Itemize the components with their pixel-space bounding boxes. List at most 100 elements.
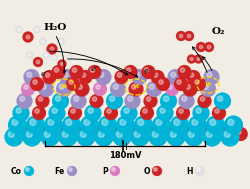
Circle shape	[187, 115, 206, 135]
Text: P: P	[102, 167, 108, 176]
Circle shape	[74, 130, 79, 134]
Text: e⁻: e⁻	[143, 67, 152, 75]
Text: O: O	[143, 167, 150, 176]
Circle shape	[148, 84, 154, 89]
Circle shape	[74, 81, 89, 97]
Circle shape	[104, 106, 118, 120]
Circle shape	[92, 97, 96, 101]
Circle shape	[200, 97, 204, 101]
Circle shape	[152, 131, 158, 137]
Circle shape	[223, 115, 242, 135]
Circle shape	[197, 127, 211, 141]
Circle shape	[42, 40, 44, 43]
Circle shape	[36, 127, 50, 141]
Circle shape	[94, 128, 113, 146]
Circle shape	[164, 82, 178, 96]
Circle shape	[16, 108, 21, 113]
Circle shape	[227, 119, 233, 125]
Circle shape	[22, 32, 33, 43]
Circle shape	[38, 97, 42, 101]
Text: H₂O: H₂O	[43, 22, 66, 32]
Circle shape	[46, 43, 57, 54]
Circle shape	[211, 106, 225, 120]
Circle shape	[68, 106, 82, 120]
Circle shape	[169, 115, 188, 135]
Circle shape	[131, 84, 136, 89]
Circle shape	[76, 128, 95, 146]
Circle shape	[98, 115, 116, 135]
Circle shape	[24, 166, 34, 176]
Circle shape	[146, 81, 161, 97]
Circle shape	[161, 127, 175, 141]
Circle shape	[53, 57, 55, 59]
Circle shape	[170, 131, 176, 137]
Circle shape	[202, 84, 207, 89]
Circle shape	[20, 96, 25, 101]
Circle shape	[26, 72, 32, 77]
Circle shape	[12, 105, 29, 122]
Circle shape	[220, 128, 238, 146]
Circle shape	[195, 108, 200, 113]
Circle shape	[176, 80, 180, 84]
Circle shape	[164, 130, 168, 134]
Circle shape	[197, 94, 211, 108]
Circle shape	[67, 166, 77, 176]
Circle shape	[203, 69, 219, 85]
Circle shape	[8, 131, 14, 137]
Circle shape	[26, 35, 30, 39]
Circle shape	[186, 34, 190, 38]
Circle shape	[96, 85, 100, 89]
Circle shape	[142, 109, 147, 113]
Circle shape	[180, 68, 184, 72]
Text: H: H	[186, 167, 192, 176]
Circle shape	[59, 84, 64, 89]
Circle shape	[54, 127, 68, 141]
Circle shape	[125, 127, 139, 141]
Circle shape	[134, 115, 152, 135]
Circle shape	[143, 127, 157, 141]
Circle shape	[206, 45, 210, 49]
Circle shape	[233, 127, 247, 141]
Circle shape	[153, 73, 157, 77]
Circle shape	[24, 69, 39, 85]
Circle shape	[123, 65, 137, 79]
Circle shape	[198, 45, 202, 49]
Circle shape	[74, 96, 78, 101]
Circle shape	[170, 72, 175, 77]
Circle shape	[81, 73, 86, 77]
Circle shape	[62, 115, 81, 135]
Circle shape	[110, 166, 120, 176]
Circle shape	[48, 119, 54, 125]
Circle shape	[90, 68, 94, 72]
Circle shape	[146, 130, 150, 134]
Circle shape	[141, 65, 155, 79]
Text: Co: Co	[11, 167, 22, 176]
Circle shape	[195, 42, 205, 52]
Circle shape	[158, 80, 163, 84]
Circle shape	[175, 31, 185, 41]
Circle shape	[40, 128, 59, 146]
Circle shape	[20, 130, 25, 134]
Text: O₂: O₂	[210, 26, 224, 36]
Circle shape	[62, 131, 68, 137]
Circle shape	[167, 85, 172, 89]
Circle shape	[134, 72, 139, 77]
Circle shape	[120, 105, 137, 122]
Circle shape	[106, 109, 111, 113]
Circle shape	[196, 168, 200, 171]
Circle shape	[188, 73, 193, 77]
Text: V₀: V₀	[132, 84, 139, 90]
Circle shape	[134, 131, 140, 137]
Circle shape	[57, 38, 64, 45]
Circle shape	[8, 115, 27, 135]
Circle shape	[28, 54, 31, 56]
Circle shape	[93, 82, 106, 96]
Circle shape	[50, 47, 54, 51]
Circle shape	[152, 166, 161, 176]
Circle shape	[200, 130, 204, 134]
Circle shape	[126, 68, 130, 72]
Circle shape	[51, 54, 58, 61]
Circle shape	[15, 26, 23, 33]
Circle shape	[150, 70, 164, 84]
Circle shape	[33, 26, 40, 33]
